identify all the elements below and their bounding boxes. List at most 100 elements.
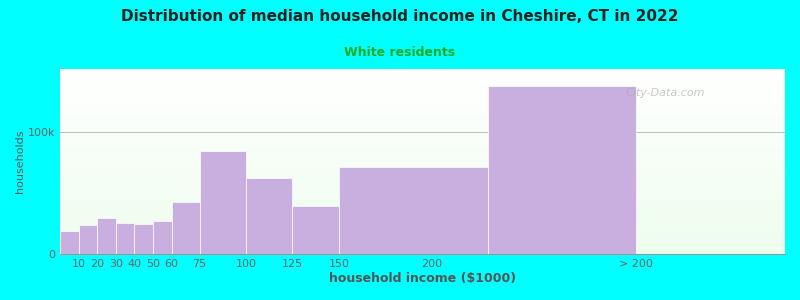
Bar bbox=[60, 228, 785, 229]
Bar bbox=[60, 112, 785, 113]
Bar bbox=[60, 130, 785, 131]
Bar bbox=[60, 248, 785, 249]
Bar bbox=[60, 106, 785, 107]
Bar bbox=[60, 123, 785, 124]
Bar bbox=[60, 73, 785, 74]
Text: White residents: White residents bbox=[345, 46, 455, 59]
Bar bbox=[60, 105, 785, 106]
Bar bbox=[60, 167, 785, 168]
Bar bbox=[60, 203, 785, 204]
Bar bbox=[60, 229, 785, 230]
Bar bbox=[60, 191, 785, 192]
Bar bbox=[60, 244, 785, 245]
Bar bbox=[60, 71, 785, 72]
Bar bbox=[60, 235, 785, 236]
Bar bbox=[60, 218, 785, 219]
Bar bbox=[60, 93, 785, 94]
Bar bbox=[60, 198, 785, 199]
Bar bbox=[60, 158, 785, 159]
Bar bbox=[60, 168, 785, 169]
Bar bbox=[60, 180, 785, 181]
Bar bbox=[60, 201, 785, 202]
Bar bbox=[60, 78, 785, 79]
Bar bbox=[60, 237, 785, 238]
Bar bbox=[60, 70, 785, 71]
Bar bbox=[60, 77, 785, 78]
Bar bbox=[60, 165, 785, 166]
Bar bbox=[60, 97, 785, 98]
Bar bbox=[172, 202, 199, 254]
Bar bbox=[60, 216, 785, 217]
Bar bbox=[60, 241, 785, 242]
Bar bbox=[60, 122, 785, 123]
Bar bbox=[60, 157, 785, 158]
Bar bbox=[60, 149, 785, 150]
Bar bbox=[60, 206, 785, 207]
Bar bbox=[60, 87, 785, 88]
Bar bbox=[60, 215, 785, 216]
Bar bbox=[60, 184, 785, 185]
Bar bbox=[60, 242, 785, 243]
Bar bbox=[60, 146, 785, 147]
Bar bbox=[60, 161, 785, 162]
Bar bbox=[60, 144, 785, 145]
Bar bbox=[60, 156, 785, 157]
Bar bbox=[60, 96, 785, 97]
Bar bbox=[60, 171, 785, 172]
Bar bbox=[60, 113, 785, 114]
Bar bbox=[60, 238, 785, 239]
Bar bbox=[60, 75, 785, 76]
Bar bbox=[60, 69, 785, 70]
Bar bbox=[60, 243, 785, 244]
Bar bbox=[60, 72, 785, 73]
Bar bbox=[60, 154, 785, 155]
Bar bbox=[60, 100, 785, 101]
Bar bbox=[60, 231, 78, 254]
Bar bbox=[60, 148, 785, 149]
Bar bbox=[60, 213, 785, 214]
Text: Distribution of median household income in Cheshire, CT in 2022: Distribution of median household income … bbox=[122, 9, 678, 24]
Bar bbox=[60, 239, 785, 240]
Bar bbox=[60, 128, 785, 129]
Bar bbox=[60, 127, 785, 128]
Bar bbox=[60, 133, 785, 134]
Bar bbox=[60, 169, 785, 170]
Bar bbox=[60, 177, 785, 178]
Bar bbox=[60, 124, 785, 125]
Bar bbox=[60, 76, 785, 77]
Bar bbox=[60, 131, 785, 132]
Bar bbox=[60, 236, 785, 237]
Bar bbox=[60, 194, 785, 195]
Bar bbox=[60, 107, 785, 108]
Bar bbox=[60, 196, 785, 197]
Bar bbox=[60, 220, 785, 221]
Bar bbox=[60, 90, 785, 91]
Bar bbox=[116, 223, 134, 254]
Bar bbox=[153, 221, 172, 254]
Bar bbox=[60, 125, 785, 126]
Bar bbox=[60, 102, 785, 103]
Bar bbox=[60, 221, 785, 222]
Bar bbox=[60, 80, 785, 81]
Bar bbox=[60, 224, 785, 225]
Bar bbox=[60, 232, 785, 233]
Bar bbox=[60, 199, 785, 200]
Bar bbox=[60, 118, 785, 119]
Bar bbox=[60, 81, 785, 82]
Bar bbox=[60, 111, 785, 112]
Bar bbox=[60, 204, 785, 205]
Bar bbox=[60, 187, 785, 188]
Bar bbox=[60, 159, 785, 160]
Bar bbox=[60, 95, 785, 96]
Bar bbox=[60, 202, 785, 203]
Text: City-Data.com: City-Data.com bbox=[626, 88, 705, 98]
Bar bbox=[60, 98, 785, 99]
Bar bbox=[60, 103, 785, 104]
Bar bbox=[60, 173, 785, 174]
Bar bbox=[60, 101, 785, 102]
Bar bbox=[60, 185, 785, 186]
Bar bbox=[60, 181, 785, 182]
Bar bbox=[199, 151, 246, 254]
Bar bbox=[60, 192, 785, 193]
Bar bbox=[60, 211, 785, 212]
